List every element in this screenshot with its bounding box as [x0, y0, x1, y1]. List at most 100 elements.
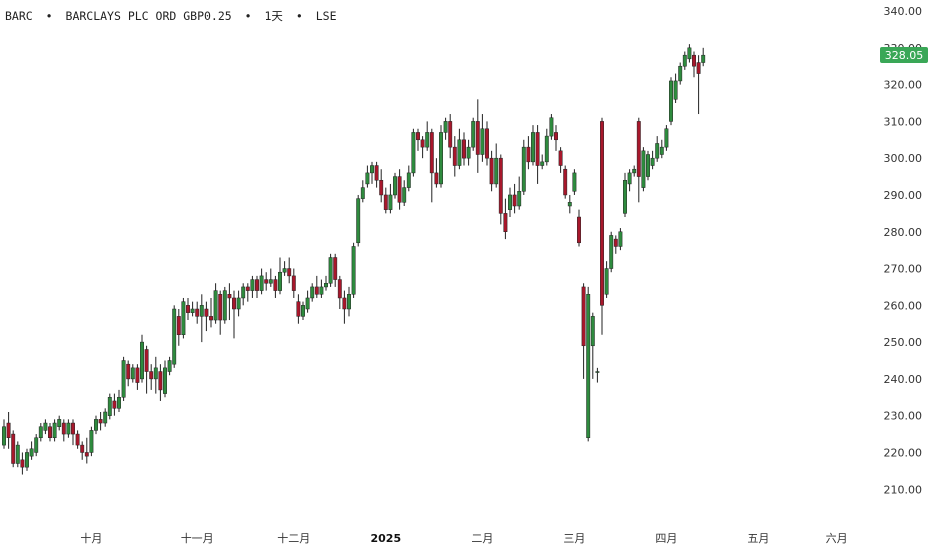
- candle[interactable]: [61, 419, 66, 442]
- candle[interactable]: [6, 412, 11, 449]
- candle[interactable]: [328, 253, 333, 287]
- candle[interactable]: [678, 62, 683, 85]
- candle[interactable]: [38, 423, 43, 442]
- candle[interactable]: [475, 99, 480, 173]
- candle[interactable]: [264, 272, 269, 291]
- price-axis[interactable]: 210.00 220.00 230.00 240.00 250.00 260.00 270.…: [884, 5, 923, 496]
- candle[interactable]: [291, 268, 296, 298]
- candle[interactable]: [333, 253, 338, 287]
- candle[interactable]: [94, 415, 98, 435]
- candle[interactable]: [273, 275, 278, 298]
- candle[interactable]: [278, 257, 282, 295]
- candle[interactable]: [153, 356, 158, 394]
- candle[interactable]: [383, 187, 388, 214]
- candle[interactable]: [52, 419, 57, 442]
- candle[interactable]: [324, 275, 328, 291]
- candle[interactable]: [480, 114, 485, 162]
- candle[interactable]: [80, 441, 85, 460]
- candle[interactable]: [126, 360, 131, 387]
- candle[interactable]: [563, 165, 568, 199]
- candle[interactable]: [250, 275, 255, 298]
- candle[interactable]: [140, 334, 144, 383]
- candle[interactable]: [623, 172, 627, 218]
- candle[interactable]: [11, 430, 16, 468]
- candle[interactable]: [29, 441, 34, 460]
- candle[interactable]: [521, 139, 526, 195]
- candle[interactable]: [636, 117, 641, 203]
- candle[interactable]: [370, 161, 374, 184]
- candle[interactable]: [15, 441, 20, 468]
- candle[interactable]: [420, 136, 425, 159]
- candle[interactable]: [190, 301, 195, 317]
- candle[interactable]: [669, 77, 673, 126]
- candle[interactable]: [287, 257, 292, 284]
- candle[interactable]: [310, 283, 315, 302]
- candle[interactable]: [655, 136, 660, 162]
- candle[interactable]: [149, 364, 154, 390]
- candle[interactable]: [163, 360, 167, 398]
- candle[interactable]: [512, 183, 517, 214]
- candle[interactable]: [540, 154, 545, 170]
- candle[interactable]: [241, 283, 246, 306]
- candle[interactable]: [379, 169, 384, 203]
- candle[interactable]: [144, 345, 149, 394]
- candle[interactable]: [439, 125, 443, 188]
- candle[interactable]: [222, 286, 227, 324]
- candle[interactable]: [282, 261, 287, 276]
- candle[interactable]: [646, 150, 650, 181]
- candle[interactable]: [236, 290, 241, 317]
- candle[interactable]: [43, 419, 48, 435]
- candle[interactable]: [618, 228, 623, 251]
- candle[interactable]: [577, 209, 581, 247]
- candle[interactable]: [416, 128, 420, 151]
- candle[interactable]: [245, 283, 250, 302]
- candle[interactable]: [232, 290, 236, 339]
- candle[interactable]: [66, 419, 71, 438]
- candle[interactable]: [356, 194, 361, 247]
- candle[interactable]: [84, 437, 89, 464]
- candle[interactable]: [632, 165, 637, 177]
- candle[interactable]: [462, 132, 466, 166]
- candle[interactable]: [498, 154, 503, 225]
- candle[interactable]: [687, 44, 692, 63]
- candle[interactable]: [181, 297, 186, 339]
- candle[interactable]: [558, 147, 563, 173]
- candle[interactable]: [360, 180, 365, 203]
- candle[interactable]: [209, 297, 213, 328]
- candle[interactable]: [204, 301, 209, 332]
- candle[interactable]: [199, 294, 204, 343]
- candle[interactable]: [581, 283, 586, 379]
- candle[interactable]: [692, 51, 696, 78]
- candle[interactable]: [25, 448, 29, 471]
- candle[interactable]: [696, 55, 701, 115]
- candle[interactable]: [471, 117, 476, 151]
- candle[interactable]: [342, 290, 347, 324]
- candle[interactable]: [452, 136, 457, 177]
- candle[interactable]: [600, 117, 604, 335]
- candle[interactable]: [259, 268, 264, 295]
- candle[interactable]: [673, 73, 678, 103]
- candle[interactable]: [305, 290, 310, 313]
- candle[interactable]: [255, 275, 259, 298]
- candle[interactable]: [397, 169, 402, 210]
- candle[interactable]: [218, 290, 223, 335]
- candle[interactable]: [494, 143, 499, 188]
- candle[interactable]: [48, 423, 52, 442]
- candle[interactable]: [158, 364, 163, 401]
- candle[interactable]: [172, 305, 177, 368]
- candle[interactable]: [466, 139, 471, 166]
- candle[interactable]: [135, 364, 140, 390]
- candle[interactable]: [604, 261, 609, 298]
- candle[interactable]: [503, 198, 508, 240]
- candle[interactable]: [572, 169, 577, 195]
- candle[interactable]: [429, 128, 434, 203]
- candle[interactable]: [167, 356, 172, 376]
- candle[interactable]: [406, 165, 411, 192]
- candle[interactable]: [554, 125, 558, 151]
- candle[interactable]: [613, 235, 618, 254]
- candle[interactable]: [186, 297, 190, 321]
- candle[interactable]: [117, 389, 121, 412]
- candle[interactable]: [75, 430, 80, 449]
- candle[interactable]: [296, 294, 301, 324]
- candle[interactable]: [388, 183, 393, 214]
